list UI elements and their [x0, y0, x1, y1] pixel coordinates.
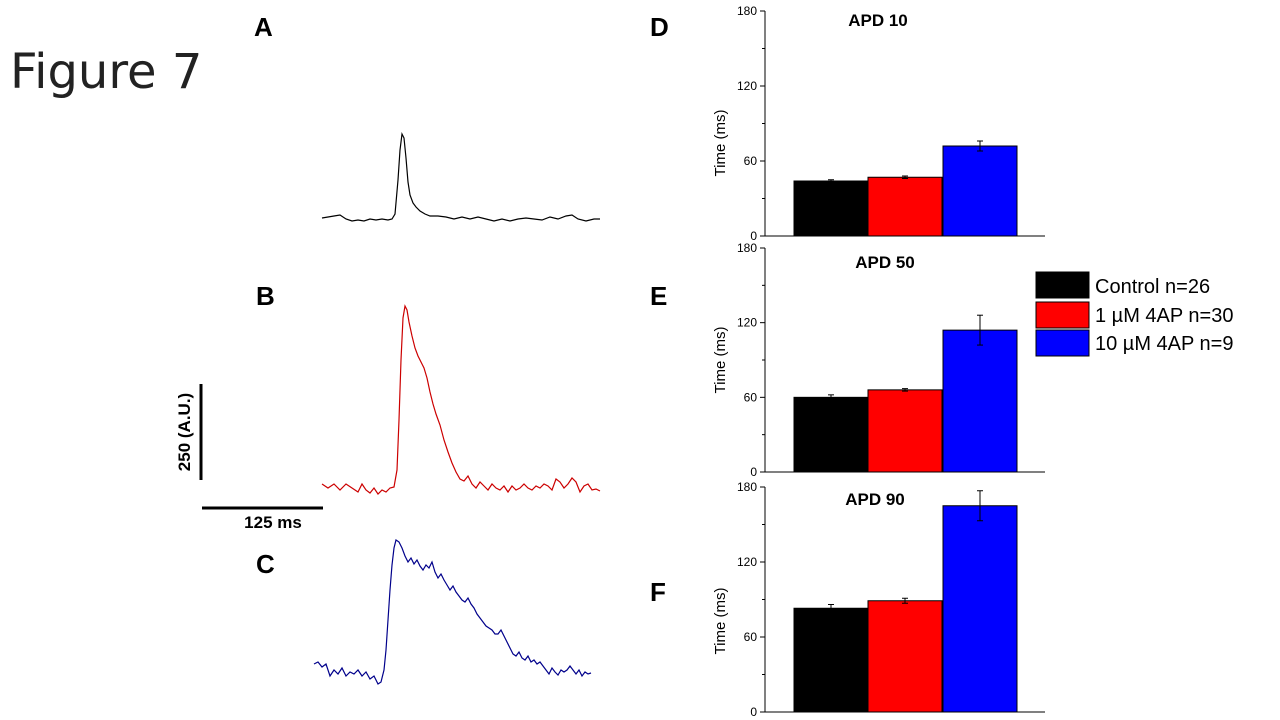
- chart-title: APD 50: [855, 253, 915, 272]
- bar: [793, 607, 869, 713]
- y-tick-label: 180: [737, 480, 757, 494]
- trace-1um-4ap: [321, 304, 601, 495]
- chart-apd10: APD 10 Time (ms) 0 60 120 180: [712, 4, 1045, 243]
- y-tick-label: 180: [737, 4, 757, 18]
- y-tick-label: 60: [744, 390, 758, 404]
- figure-title: Figure 7: [10, 44, 202, 100]
- chart-apd90: APD 90 Time (ms) 0 60 120 180: [712, 480, 1045, 719]
- y-axis-label: Time (ms): [712, 110, 729, 177]
- legend-label-10um-4ap: 10 µM 4AP n=9: [1095, 333, 1233, 355]
- chart-title: APD 90: [845, 490, 905, 509]
- vertical-scale-label: 250 (A.U.): [175, 393, 194, 471]
- y-tick-label: 60: [744, 154, 758, 168]
- horizontal-scale-label: 125 ms: [244, 513, 302, 532]
- y-tick-label: 0: [750, 465, 757, 479]
- y-tick-label: 60: [744, 630, 758, 644]
- trace-10um-4ap: [313, 539, 592, 685]
- bar: [942, 145, 1018, 237]
- y-tick-label: 0: [750, 229, 757, 243]
- y-tick-label: 120: [737, 555, 757, 569]
- bar: [793, 180, 869, 237]
- y-tick-label: 180: [737, 241, 757, 255]
- bar: [793, 396, 869, 473]
- panel-label-b: B: [256, 281, 275, 311]
- chart-title: APD 10: [848, 11, 908, 30]
- legend: Control n=26 1 µM 4AP n=30 10 µM 4AP n=9: [1035, 271, 1233, 357]
- panel-label-a: A: [254, 12, 273, 42]
- y-tick-label: 120: [737, 316, 757, 330]
- y-tick-label: 120: [737, 79, 757, 93]
- legend-swatch-control: [1035, 271, 1090, 299]
- panel-label-d: D: [650, 12, 669, 42]
- panel-label-f: F: [650, 577, 666, 607]
- bar: [942, 329, 1018, 473]
- trace-control: [321, 131, 600, 222]
- y-tick-label: 0: [750, 705, 757, 719]
- bar: [867, 389, 943, 473]
- panel-label-e: E: [650, 281, 667, 311]
- legend-label-1um-4ap: 1 µM 4AP n=30: [1095, 305, 1233, 327]
- chart-apd50: APD 50 Time (ms) 0 60 120 180: [712, 241, 1045, 479]
- bar: [867, 176, 943, 237]
- bar: [942, 505, 1018, 713]
- legend-swatch-10um-4ap: [1035, 329, 1090, 357]
- y-axis-label: Time (ms): [712, 327, 729, 394]
- y-axis-label: Time (ms): [712, 588, 729, 655]
- legend-label-control: Control n=26: [1095, 276, 1210, 298]
- bar: [867, 600, 943, 713]
- panel-label-c: C: [256, 549, 275, 579]
- legend-swatch-1um-4ap: [1035, 301, 1090, 329]
